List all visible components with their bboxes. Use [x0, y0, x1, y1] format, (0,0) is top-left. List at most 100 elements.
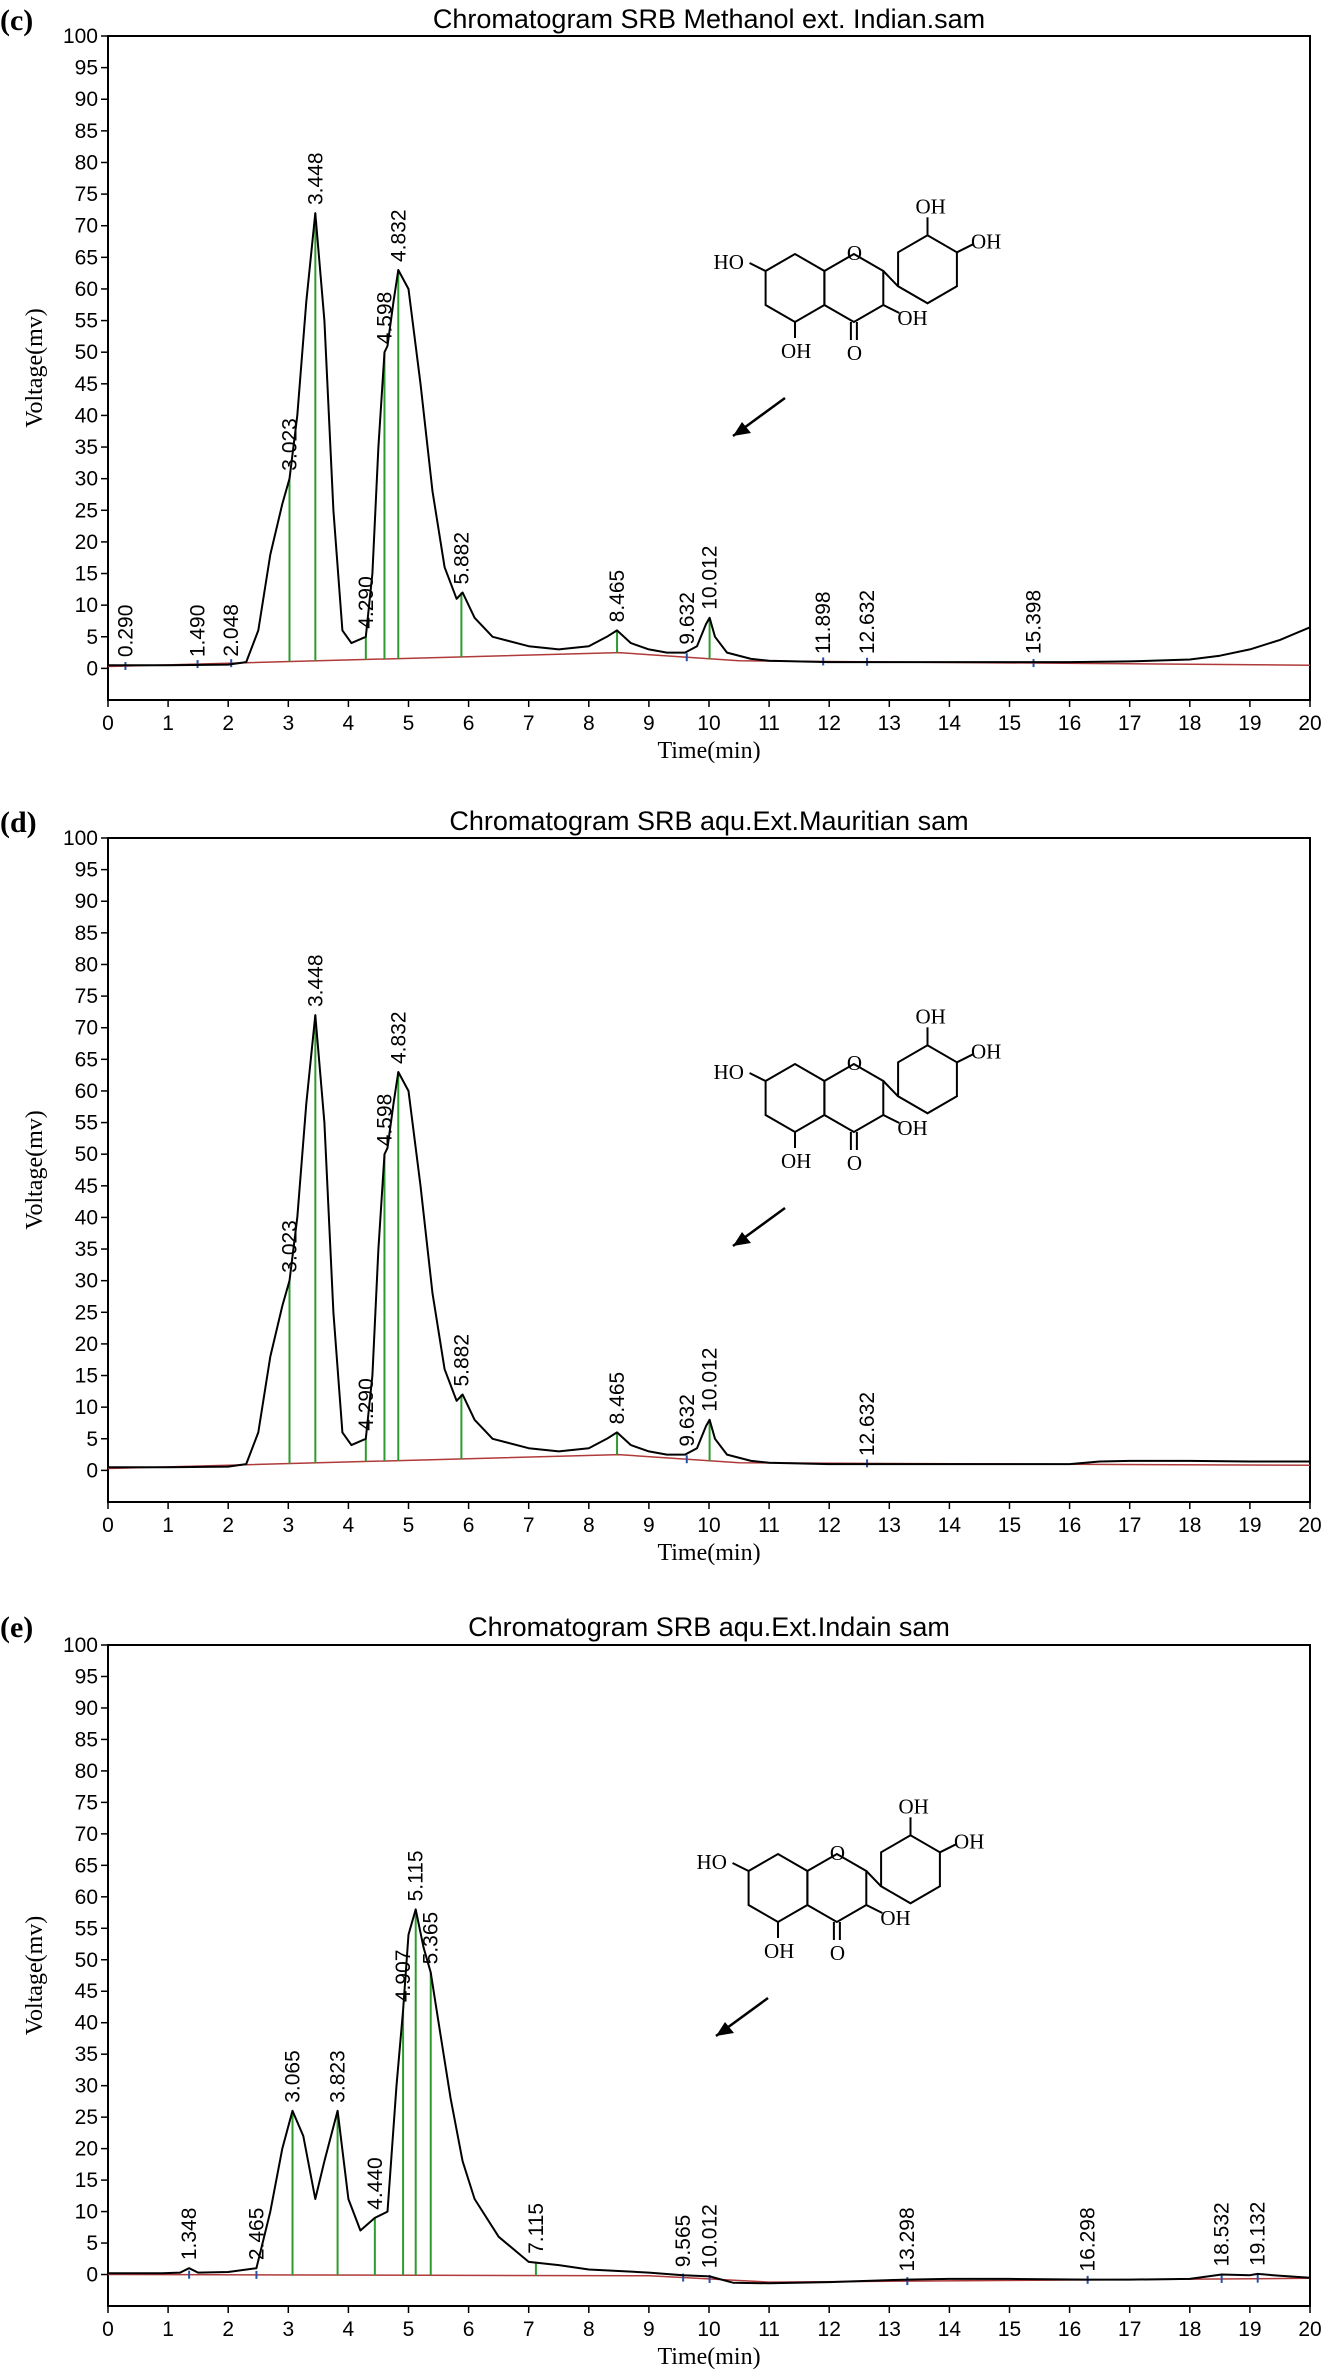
x-tick-label: 13 [878, 2318, 901, 2341]
y-tick-label: 10 [75, 2201, 98, 2224]
y-tick-label: 55 [75, 310, 98, 333]
y-tick-label: 70 [75, 1017, 98, 1040]
y-tick-label: 15 [75, 563, 98, 586]
x-tick-label: 12 [818, 1514, 841, 1537]
x-tick-label: 11 [758, 1514, 780, 1537]
x-axis-label: Time(min) [657, 1540, 760, 1566]
peak-label: 3.823 [327, 2050, 350, 2103]
chem-label-oh: OH [971, 1039, 1001, 1063]
y-tick-label: 75 [75, 1791, 98, 1814]
y-tick-label: 75 [75, 985, 98, 1008]
y-tick-label: 5 [86, 626, 98, 649]
peak-label: 1.490 [187, 605, 210, 658]
molecule-structure: OH OH HO OH OH O O [714, 1004, 1002, 1175]
bond-oh-c3 [882, 1114, 900, 1124]
ring-a [764, 252, 826, 324]
y-tick-label: 60 [75, 278, 98, 301]
peak-label: 2.048 [220, 604, 243, 657]
chem-label-oh: OH [764, 1939, 794, 1963]
x-tick-label: 2 [222, 1514, 234, 1537]
x-tick-label: 9 [643, 712, 655, 735]
peak-label: 12.632 [856, 590, 879, 654]
x-tick-label: 9 [643, 2318, 655, 2341]
ring-a [747, 1852, 809, 1924]
y-tick-label: 40 [75, 1206, 98, 1229]
y-tick-label: 5 [86, 2232, 98, 2255]
bond-oh-left [732, 1862, 750, 1872]
ring-link [882, 270, 899, 287]
x-tick-label: 5 [403, 712, 415, 735]
x-tick-label: 16 [1058, 712, 1081, 735]
y-tick-label: 85 [75, 120, 98, 143]
x-tick-label: 13 [878, 1514, 901, 1537]
y-tick-label: 25 [75, 1301, 98, 1324]
peak-label: 10.012 [699, 1348, 722, 1412]
y-tick-label: 30 [75, 468, 98, 491]
arrow-head [716, 2022, 734, 2036]
peak-label: 4.907 [392, 1950, 415, 2003]
x-tick-label: 17 [1118, 2318, 1141, 2341]
x-tick-label: 9 [643, 1514, 655, 1537]
peak-label: 4.440 [364, 2157, 387, 2210]
x-axis-label: Time(min) [657, 738, 760, 764]
peak-label: 0.290 [114, 605, 137, 658]
peak-label: 3.023 [278, 1220, 301, 1273]
x-tick-label: 0 [102, 2318, 114, 2341]
panel-label: (e) [0, 1611, 33, 1644]
chem-label-oh: OH [916, 1004, 946, 1028]
ring-b [897, 234, 958, 305]
y-tick-label: 90 [75, 88, 98, 111]
chem-label-carbonyl-o: O [830, 1941, 845, 1965]
x-tick-label: 2 [222, 2318, 234, 2341]
peak-label: 4.832 [387, 209, 410, 262]
x-tick-label: 17 [1118, 712, 1141, 735]
y-tick-label: 80 [75, 1760, 98, 1783]
y-tick-label: 15 [75, 1365, 98, 1388]
x-tick-label: 19 [1238, 712, 1261, 735]
chem-label-oh: OH [781, 339, 811, 363]
y-tick-label: 50 [75, 1143, 98, 1166]
chem-label-oh: OH [897, 1116, 927, 1140]
x-tick-label: 19 [1238, 1514, 1261, 1537]
y-tick-label: 100 [63, 25, 98, 48]
x-tick-label: 20 [1298, 2318, 1321, 2341]
chart-title: Chromatogram SRB aqu.Ext.Mauritian sam [449, 806, 968, 836]
peak-label: 19.132 [1247, 2202, 1270, 2266]
y-tick-label: 65 [75, 1854, 98, 1877]
peak-label: 3.448 [304, 954, 327, 1007]
y-tick-label: 95 [75, 859, 98, 882]
x-tick-label: 10 [697, 2318, 720, 2341]
x-tick-label: 7 [523, 712, 535, 735]
x-tick-label: 18 [1178, 1514, 1201, 1537]
ring-b [880, 1834, 941, 1905]
chart-title: Chromatogram SRB Methanol ext. Indian.sa… [433, 4, 985, 34]
chromatogram-trace [108, 212, 1311, 667]
x-tick-label: 0 [102, 1514, 114, 1537]
x-tick-label: 8 [583, 2318, 595, 2341]
chart-panel-2: (e) Chromatogram SRB aqu.Ext.Indain sam 0 5… [0, 1611, 1322, 2370]
chart-title: Chromatogram SRB aqu.Ext.Indain sam [468, 1612, 950, 1642]
y-tick-label: 65 [75, 246, 98, 269]
y-tick-label: 0 [86, 657, 98, 680]
panel-label: (d) [0, 806, 37, 839]
y-tick-label: 30 [75, 1270, 98, 1293]
y-tick-label: 10 [75, 594, 98, 617]
peak-label: 4.598 [373, 292, 396, 345]
peak-label: 4.832 [387, 1011, 410, 1064]
ring-b [897, 1044, 958, 1115]
y-tick-label: 65 [75, 1048, 98, 1071]
y-tick-label: 90 [75, 1697, 98, 1720]
x-tick-label: 4 [343, 712, 355, 735]
ring-link [882, 1080, 899, 1097]
peak-label: 5.882 [450, 532, 473, 585]
y-tick-label: 85 [75, 922, 98, 945]
y-tick-label: 5 [86, 1428, 98, 1451]
panel-label: (c) [0, 4, 33, 37]
peak-label: 10.012 [699, 2204, 722, 2268]
peak-label: 7.115 [525, 2203, 548, 2254]
x-tick-label: 7 [523, 1514, 535, 1537]
x-tick-label: 11 [758, 2318, 780, 2341]
ring-link [865, 1870, 882, 1887]
y-tick-label: 90 [75, 890, 98, 913]
